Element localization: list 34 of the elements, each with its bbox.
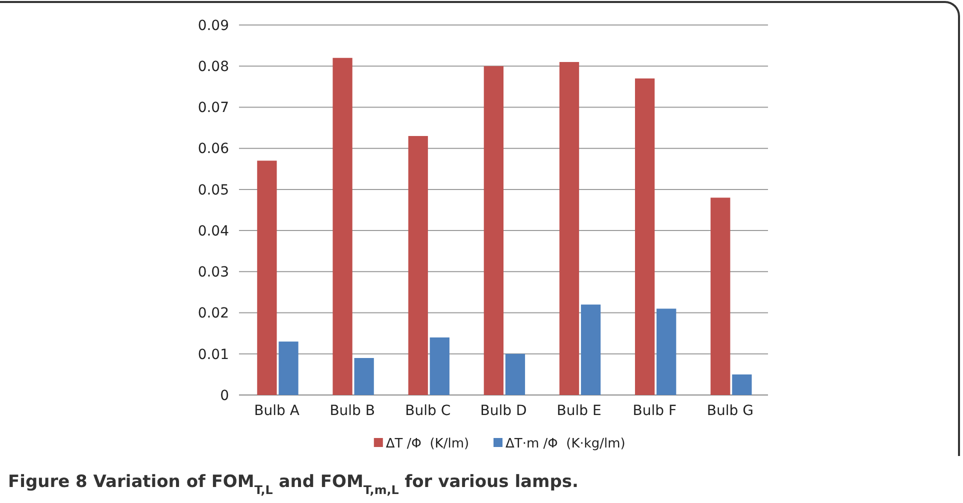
- x-tick-label: Bulb B: [330, 403, 376, 419]
- y-tick-label: 0.03: [198, 264, 229, 281]
- y-tick-label: 0: [220, 388, 229, 404]
- bar: [656, 308, 676, 395]
- y-tick-label: 0.02: [198, 306, 229, 322]
- bar: [484, 66, 504, 395]
- bar: [257, 160, 277, 395]
- legend-label: ΔT /Φ (K/lm): [386, 436, 470, 452]
- x-tick-label: Bulb G: [706, 403, 754, 419]
- caption: Figure 8 Variation of FOM$_{T,L}$ and FOM$_{T,m,L}$ for various lamps.: [8, 472, 578, 497]
- y-tick-label: 0.05: [198, 182, 229, 198]
- bar: [430, 337, 450, 395]
- bar: [732, 374, 752, 395]
- bar: [634, 78, 655, 395]
- x-tick-label: Bulb E: [556, 403, 602, 419]
- bar: [559, 62, 580, 395]
- bar: [354, 358, 374, 395]
- bar: [710, 198, 730, 395]
- y-tick-label: 0.01: [198, 346, 229, 363]
- bar: [580, 304, 601, 395]
- bar: [505, 354, 526, 395]
- y-tick-label: 0.06: [198, 141, 230, 158]
- y-tick-label: 0.08: [198, 59, 229, 76]
- bar: [332, 58, 352, 395]
- x-tick-label: Bulb A: [254, 403, 300, 419]
- bar: [408, 136, 428, 395]
- x-tick-label: Bulb D: [480, 403, 527, 419]
- y-tick-label: 0.04: [198, 223, 230, 240]
- bar: [278, 342, 298, 395]
- x-tick-label: Bulb C: [405, 403, 451, 419]
- legend-label: ΔT·m /Φ (K·kg/lm): [506, 436, 626, 452]
- x-tick-label: Bulb F: [632, 403, 677, 419]
- y-tick-label: 0.09: [198, 18, 229, 34]
- y-tick-label: 0.07: [198, 100, 229, 116]
